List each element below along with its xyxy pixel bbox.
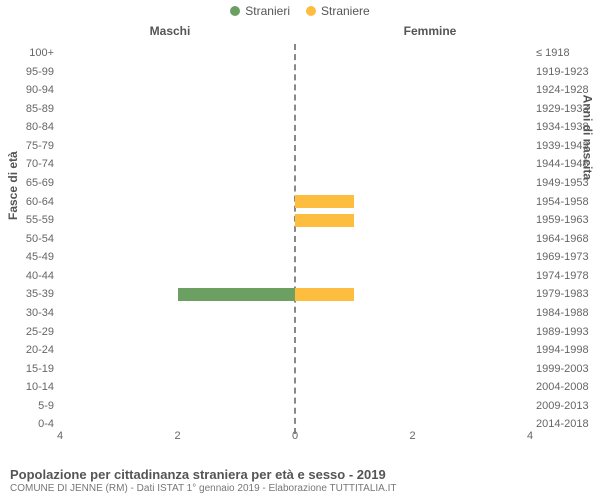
x-tick: 0 <box>292 430 298 442</box>
age-label: 10-14 <box>12 378 54 397</box>
age-label: 50-54 <box>12 230 54 249</box>
x-tick: 2 <box>174 430 180 442</box>
age-label: 45-49 <box>12 248 54 267</box>
year-label: 1959-1963 <box>536 211 596 230</box>
age-row: 95-991919-1923 <box>60 63 530 82</box>
year-label: 2009-2013 <box>536 397 596 416</box>
age-label: 65-69 <box>12 174 54 193</box>
age-row: 90-941924-1928 <box>60 81 530 100</box>
header-female: Femmine <box>300 24 600 38</box>
age-row: 45-491969-1973 <box>60 248 530 267</box>
age-row: 80-841934-1938 <box>60 118 530 137</box>
year-label: 1969-1973 <box>536 248 596 267</box>
age-label: 15-19 <box>12 360 54 379</box>
year-label: 2004-2008 <box>536 378 596 397</box>
x-axis: 4 2 0 2 4 <box>60 430 530 448</box>
age-label: 70-74 <box>12 155 54 174</box>
x-tick: 2 <box>409 430 415 442</box>
year-label: 1939-1943 <box>536 137 596 156</box>
age-row: 25-291989-1993 <box>60 323 530 342</box>
population-pyramid-chart: Stranieri Straniere Maschi Femmine Fasce… <box>0 0 600 500</box>
age-label: 80-84 <box>12 118 54 137</box>
age-row: 5-92009-2013 <box>60 397 530 416</box>
age-row: 50-541964-1968 <box>60 230 530 249</box>
age-row: 60-641954-1958 <box>60 193 530 212</box>
legend-label-male: Stranieri <box>245 4 290 18</box>
year-label: 1929-1933 <box>536 100 596 119</box>
legend-swatch-female <box>306 6 316 16</box>
age-row: 15-191999-2003 <box>60 360 530 379</box>
age-label: 90-94 <box>12 81 54 100</box>
year-label: 1954-1958 <box>536 193 596 212</box>
legend-label-female: Straniere <box>321 4 370 18</box>
age-label: 25-29 <box>12 323 54 342</box>
x-tick: 4 <box>527 430 533 442</box>
year-label: ≤ 1918 <box>536 44 596 63</box>
age-row: 40-441974-1978 <box>60 267 530 286</box>
age-row: 55-591959-1963 <box>60 211 530 230</box>
age-label: 35-39 <box>12 285 54 304</box>
age-label: 30-34 <box>12 304 54 323</box>
chart-footer: Popolazione per cittadinanza straniera p… <box>10 467 397 494</box>
x-tick: 4 <box>57 430 63 442</box>
year-label: 1944-1948 <box>536 155 596 174</box>
year-label: 1994-1998 <box>536 341 596 360</box>
age-row: 65-691949-1953 <box>60 174 530 193</box>
age-label: 100+ <box>12 44 54 63</box>
year-label: 1979-1983 <box>536 285 596 304</box>
age-label: 5-9 <box>12 397 54 416</box>
plot-area: 100+≤ 191895-991919-192390-941924-192885… <box>60 44 530 434</box>
legend: Stranieri Straniere <box>0 0 600 18</box>
age-label: 55-59 <box>12 211 54 230</box>
age-label: 75-79 <box>12 137 54 156</box>
legend-swatch-male <box>230 6 240 16</box>
year-label: 1934-1938 <box>536 118 596 137</box>
year-label: 1919-1923 <box>536 63 596 82</box>
age-label: 20-24 <box>12 341 54 360</box>
year-label: 2014-2018 <box>536 415 596 434</box>
age-label: 0-4 <box>12 415 54 434</box>
year-label: 1984-1988 <box>536 304 596 323</box>
year-label: 1999-2003 <box>536 360 596 379</box>
bar-female <box>295 288 354 301</box>
column-headers: Maschi Femmine <box>0 24 600 44</box>
age-row: 75-791939-1943 <box>60 137 530 156</box>
age-label: 40-44 <box>12 267 54 286</box>
year-label: 1964-1968 <box>536 230 596 249</box>
age-row: 20-241994-1998 <box>60 341 530 360</box>
year-label: 1949-1953 <box>536 174 596 193</box>
age-row: 10-142004-2008 <box>60 378 530 397</box>
year-label: 1989-1993 <box>536 323 596 342</box>
age-row: 85-891929-1933 <box>60 100 530 119</box>
age-row: 70-741944-1948 <box>60 155 530 174</box>
bar-female <box>295 195 354 208</box>
year-label: 1974-1978 <box>536 267 596 286</box>
age-label: 60-64 <box>12 193 54 212</box>
bar-male <box>178 288 296 301</box>
age-label: 85-89 <box>12 100 54 119</box>
legend-item-female: Straniere <box>306 4 370 18</box>
age-row: 30-341984-1988 <box>60 304 530 323</box>
bar-female <box>295 214 354 227</box>
year-label: 1924-1928 <box>536 81 596 100</box>
age-row: 100+≤ 1918 <box>60 44 530 63</box>
chart-title: Popolazione per cittadinanza straniera p… <box>10 467 397 482</box>
age-label: 95-99 <box>12 63 54 82</box>
legend-item-male: Stranieri <box>230 4 290 18</box>
header-male: Maschi <box>0 24 300 38</box>
age-row: 35-391979-1983 <box>60 285 530 304</box>
chart-subtitle: COMUNE DI JENNE (RM) - Dati ISTAT 1° gen… <box>10 483 397 494</box>
